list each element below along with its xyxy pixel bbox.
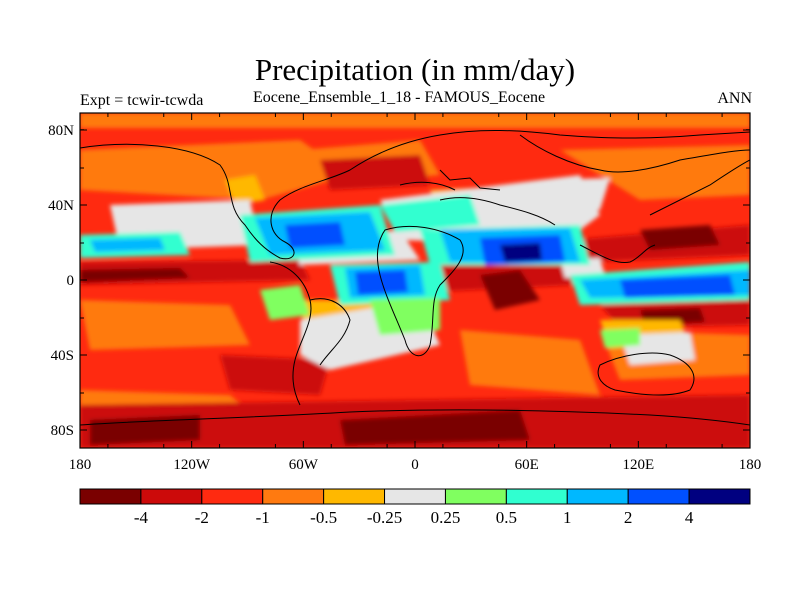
longitude-axis: 180 120W 60W 0 60E 120E 180	[69, 113, 762, 473]
page-title: Precipitation (in mm/day)	[254, 52, 576, 87]
colorbar-swatch	[201, 488, 264, 505]
lon-tick-label: 60W	[289, 457, 319, 473]
latitude-axis: 80N 40N 0 40S 80S	[48, 123, 750, 439]
colorbar-label: 0.5	[496, 508, 517, 527]
lon-tick-label: 0	[411, 457, 419, 473]
lat-tick-label: 40N	[48, 198, 74, 214]
lon-tick-label: 60E	[515, 457, 539, 473]
colorbar-label: 1	[563, 508, 572, 527]
colorbar-swatch	[505, 488, 568, 505]
colorbar-swatch	[627, 488, 690, 505]
colorbar-swatch	[688, 488, 751, 505]
lat-tick-label: 40S	[51, 348, 74, 364]
colorbar-label: 4	[685, 508, 694, 527]
experiment-label: Expt = tcwir-tcwda	[80, 92, 204, 109]
colorbar-swatch	[262, 488, 325, 505]
lon-tick-label: 180	[69, 457, 92, 473]
colorbar-label: -0.5	[310, 508, 337, 527]
coastlines	[80, 129, 750, 426]
field-layer	[80, 113, 750, 448]
colorbar-label: 2	[624, 508, 633, 527]
lat-tick-label: 80N	[48, 123, 74, 139]
lat-tick-label: 0	[67, 273, 75, 289]
colorbar-swatch	[79, 488, 142, 505]
colorbar-label: 0.25	[431, 508, 461, 527]
colorbar-label: -1	[256, 508, 270, 527]
lon-tick-label: 120W	[173, 457, 211, 473]
lat-tick-label: 80S	[51, 423, 74, 439]
colorbar-swatch	[444, 488, 507, 505]
colorbar-swatch	[140, 488, 203, 505]
colorbar-swatch	[323, 488, 386, 505]
colorbar-label: -0.25	[367, 508, 402, 527]
colorbar-swatch	[566, 488, 629, 505]
ensemble-label: Eocene_Ensemble_1_18 - FAMOUS_Eocene	[253, 89, 546, 106]
season-label: ANN	[717, 90, 752, 107]
colorbar-swatch	[384, 488, 446, 505]
lon-tick-label: 120E	[622, 457, 654, 473]
colorbar-label: -4	[134, 508, 149, 527]
lon-tick-label: 180	[739, 457, 762, 473]
colorbar: -4 -2 -1 -0.5 -0.25 0.25 0.5 1 2 4	[79, 488, 751, 527]
colorbar-label: -2	[195, 508, 209, 527]
